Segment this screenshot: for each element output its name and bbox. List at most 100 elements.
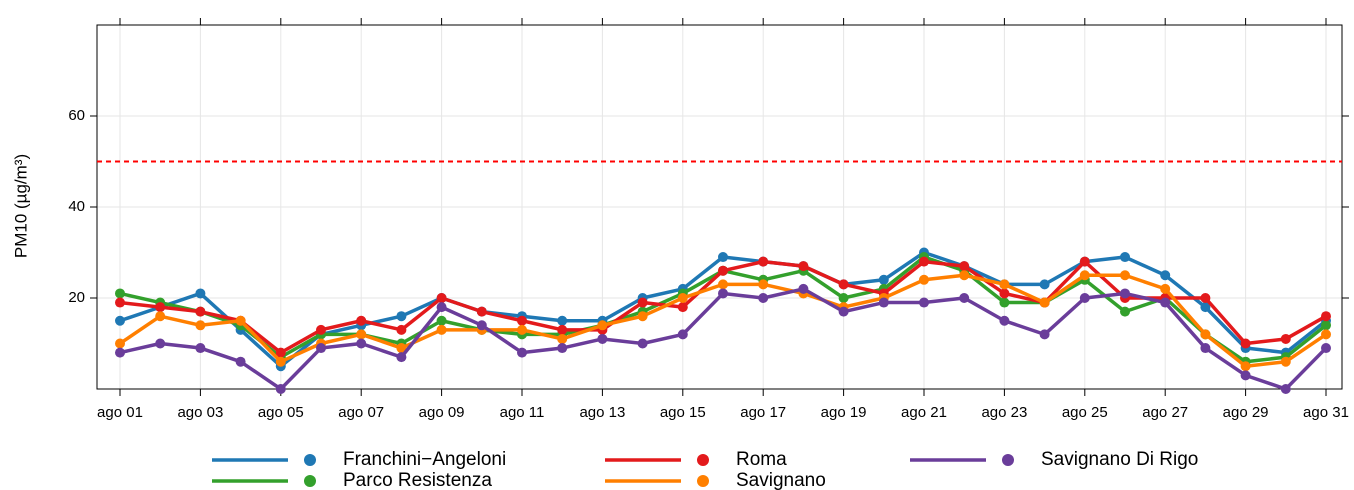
point: [1039, 297, 1050, 308]
point: [1160, 283, 1171, 294]
point: [1120, 288, 1130, 299]
point: [1240, 361, 1251, 372]
point: [517, 324, 527, 335]
point: [1200, 343, 1211, 354]
point: [1039, 279, 1050, 290]
point: [476, 306, 487, 317]
point: [758, 256, 769, 267]
x-tick-label: ago 09: [419, 404, 465, 421]
point: [436, 302, 447, 313]
legend-dot: [697, 475, 709, 487]
y-tick-label: 20: [68, 289, 85, 306]
y-axis-label: PM10 (µg/m³): [11, 154, 30, 258]
point: [597, 320, 608, 331]
point: [517, 315, 527, 326]
point: [1280, 333, 1291, 344]
point: [919, 256, 929, 267]
point: [597, 333, 608, 344]
legend-dot: [304, 475, 316, 487]
point: [1160, 270, 1171, 281]
legend-dot: [304, 454, 316, 466]
point: [718, 265, 728, 276]
point: [195, 320, 206, 331]
point: [436, 293, 447, 303]
point: [517, 347, 527, 358]
x-tick-label: ago 13: [579, 404, 625, 421]
legend-label: Roma: [736, 449, 787, 470]
x-tick-label: ago 21: [901, 404, 947, 421]
point: [1079, 293, 1090, 303]
point: [1240, 370, 1251, 381]
legend-label: Parco Resistenza: [343, 470, 492, 490]
point: [356, 315, 367, 326]
point: [999, 315, 1010, 326]
point: [115, 288, 125, 299]
point: [436, 324, 447, 335]
legend-dot: [697, 454, 709, 466]
point: [235, 356, 246, 367]
point: [195, 306, 206, 317]
point: [476, 320, 487, 331]
point: [1079, 256, 1090, 267]
point: [838, 293, 849, 303]
point: [1321, 311, 1331, 322]
x-tick-label: ago 15: [660, 404, 706, 421]
point: [115, 338, 125, 349]
point: [275, 356, 286, 367]
point: [677, 302, 688, 313]
legend-label: Savignano Di Rigo: [1041, 449, 1198, 470]
point: [838, 279, 849, 290]
point: [275, 384, 286, 394]
point: [115, 347, 125, 358]
point: [1280, 384, 1291, 394]
point: [637, 311, 648, 322]
x-tick-label: ago 03: [177, 404, 223, 421]
point: [959, 293, 970, 303]
point: [396, 352, 407, 363]
point: [436, 315, 447, 326]
x-tick-label: ago 17: [740, 404, 786, 421]
x-tick-label: ago 23: [981, 404, 1027, 421]
point: [235, 315, 246, 326]
point: [959, 261, 970, 272]
point: [557, 333, 568, 344]
point: [356, 329, 367, 340]
point: [798, 283, 809, 294]
x-tick-label: ago 19: [821, 404, 867, 421]
point: [1321, 343, 1331, 354]
x-tick-label: ago 25: [1062, 404, 1108, 421]
point: [999, 288, 1010, 299]
x-tick-label: ago 11: [500, 404, 545, 421]
point: [758, 293, 769, 303]
y-tick-label: 60: [68, 107, 85, 124]
point: [999, 297, 1010, 308]
point: [316, 324, 326, 335]
point: [718, 279, 728, 290]
x-tick-label: ago 29: [1223, 404, 1269, 421]
point: [1120, 306, 1130, 317]
point: [878, 274, 889, 285]
point: [919, 297, 929, 308]
point: [677, 293, 688, 303]
x-tick-label: ago 27: [1142, 404, 1188, 421]
point: [999, 279, 1010, 290]
point: [396, 343, 407, 354]
point: [115, 315, 125, 326]
point: [396, 324, 407, 335]
legend-dot: [1002, 454, 1014, 466]
point: [758, 279, 769, 290]
point: [718, 252, 728, 263]
point: [155, 338, 166, 349]
point: [1120, 270, 1130, 281]
point: [557, 315, 568, 326]
point: [1200, 329, 1211, 340]
point: [1280, 356, 1291, 367]
point: [637, 338, 648, 349]
point: [1321, 329, 1331, 340]
legend-label: Franchini−Angeloni: [343, 449, 506, 470]
point: [718, 288, 728, 299]
point: [1240, 338, 1251, 349]
point: [1200, 302, 1211, 313]
